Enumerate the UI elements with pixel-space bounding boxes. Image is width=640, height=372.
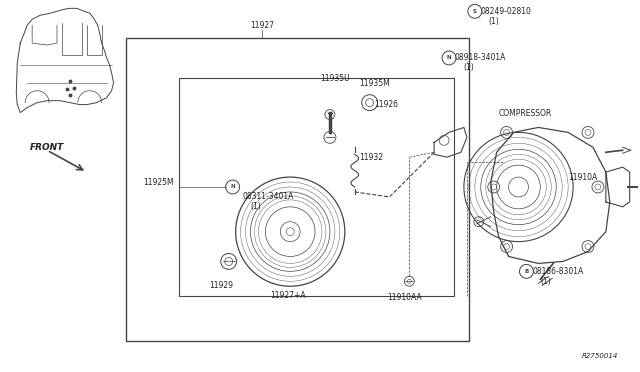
Text: 11910A: 11910A bbox=[568, 173, 597, 182]
Text: (1): (1) bbox=[250, 202, 261, 211]
Text: 11925M: 11925M bbox=[143, 177, 174, 186]
Text: N: N bbox=[447, 55, 451, 61]
Text: N: N bbox=[230, 185, 235, 189]
Text: 11935U: 11935U bbox=[320, 74, 349, 83]
Text: B: B bbox=[524, 269, 529, 274]
Text: 11926: 11926 bbox=[374, 100, 399, 109]
Text: 08918-3401A: 08918-3401A bbox=[455, 54, 506, 62]
Text: (1): (1) bbox=[489, 17, 499, 26]
Text: S: S bbox=[473, 9, 477, 14]
Text: COMPRESSOR: COMPRESSOR bbox=[499, 109, 552, 118]
Text: 08186-8301A: 08186-8301A bbox=[532, 267, 584, 276]
Text: R2750014: R2750014 bbox=[581, 353, 618, 359]
Text: 11927: 11927 bbox=[250, 21, 275, 30]
Text: FRONT: FRONT bbox=[30, 143, 65, 152]
Text: 08249-02810: 08249-02810 bbox=[481, 7, 532, 16]
Text: (1): (1) bbox=[463, 63, 474, 73]
Bar bbox=[127, 38, 469, 341]
Bar bbox=[179, 78, 454, 296]
Text: 11932: 11932 bbox=[360, 153, 384, 162]
Text: (1): (1) bbox=[540, 277, 551, 286]
Text: 11935M: 11935M bbox=[360, 79, 390, 88]
Text: 11927+A: 11927+A bbox=[271, 291, 306, 300]
Text: 11929: 11929 bbox=[209, 281, 233, 290]
Text: 11910AA: 11910AA bbox=[387, 293, 422, 302]
Text: 08311-3401A: 08311-3401A bbox=[243, 192, 294, 201]
